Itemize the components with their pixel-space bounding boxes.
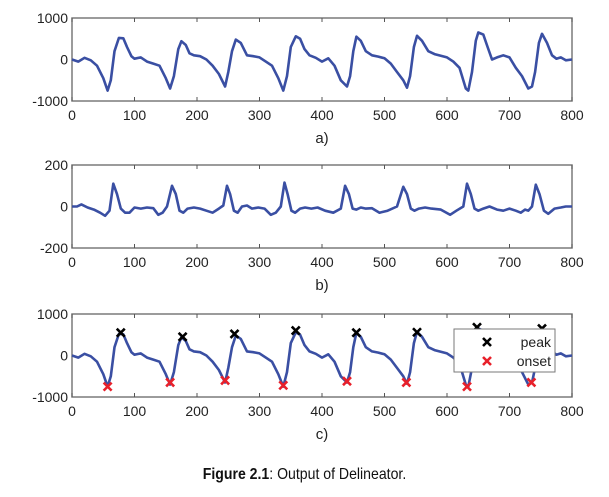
signal-line xyxy=(72,181,572,218)
peak-marker xyxy=(351,327,362,338)
x-tick-label: 600 xyxy=(435,107,459,123)
onset-marker xyxy=(526,377,537,388)
legend: peak onset xyxy=(453,328,556,373)
x-tick-label: 200 xyxy=(185,107,209,123)
legend-label: onset xyxy=(517,353,551,369)
subplot-c: 0 100 200 300 400 500 600 700 80010000-1000c)pea… xyxy=(32,306,584,443)
peak-marker xyxy=(177,331,188,342)
x-tick-label: 100 xyxy=(123,107,147,123)
onset-marker xyxy=(278,380,289,391)
x-tick-label: 700 xyxy=(498,107,522,123)
subplot-label: a) xyxy=(315,130,328,147)
onset-legend-marker xyxy=(482,356,492,366)
peak-legend-marker xyxy=(482,337,492,347)
y-tick-label: 0 xyxy=(60,199,68,215)
x-tick-label: 0 xyxy=(68,403,76,419)
x-tick-label: 400 xyxy=(310,254,334,270)
subplot-label: b) xyxy=(315,277,328,294)
y-tick-label: 0 xyxy=(60,52,68,68)
x-tick-label: 300 xyxy=(248,254,272,270)
axes-box xyxy=(71,17,573,102)
y-tick-label: 1000 xyxy=(37,306,68,322)
x-tick-label: 600 xyxy=(435,403,459,419)
peak-marker xyxy=(290,325,301,336)
peak-marker xyxy=(115,327,126,338)
legend-box xyxy=(453,328,556,373)
x-tick-label: 200 xyxy=(185,254,209,270)
x-tick-label: 300 xyxy=(248,107,272,123)
x-tick-label: 700 xyxy=(498,254,522,270)
x-tick-label: 0 xyxy=(68,107,76,123)
y-tick-label: 0 xyxy=(60,348,68,364)
x-tick-label: 200 xyxy=(185,403,209,419)
x-tick-label: 100 xyxy=(123,254,147,270)
y-tick-label: -1000 xyxy=(32,93,68,109)
y-tick-label: 200 xyxy=(45,157,69,173)
x-tick-label: 800 xyxy=(560,403,584,419)
x-tick-label: 300 xyxy=(248,403,272,419)
peak-marker xyxy=(412,327,422,338)
onset-marker xyxy=(401,377,412,388)
caption-label: Figure 2.1 xyxy=(202,466,270,483)
y-tick-label: 1000 xyxy=(37,10,68,26)
subplot-label: c) xyxy=(316,426,329,443)
x-tick-label: 0 xyxy=(68,254,76,270)
onset-marker xyxy=(342,376,352,387)
y-tick-label: -200 xyxy=(40,240,68,256)
figure-caption: Figure 2.1: Output of Delineator. xyxy=(37,466,573,484)
x-tick-label: 500 xyxy=(373,107,397,123)
onset-marker xyxy=(102,381,113,392)
caption-text: : Output of Delineator. xyxy=(269,466,407,483)
x-tick-label: 600 xyxy=(435,254,459,270)
legend-label: peak xyxy=(521,334,552,350)
x-tick-label: 800 xyxy=(560,107,584,123)
onset-marker xyxy=(165,377,176,388)
x-tick-label: 700 xyxy=(498,403,522,419)
x-tick-label: 800 xyxy=(560,254,584,270)
x-tick-label: 100 xyxy=(123,403,147,419)
signal-line xyxy=(71,31,573,92)
y-tick-label: -1000 xyxy=(32,389,68,405)
onset-marker xyxy=(462,381,472,392)
peak-marker xyxy=(229,329,240,339)
x-tick-label: 500 xyxy=(373,403,397,419)
onset-marker xyxy=(220,375,231,386)
x-tick-label: 400 xyxy=(310,107,334,123)
x-tick-label: 500 xyxy=(373,254,397,270)
x-tick-label: 400 xyxy=(310,403,334,419)
